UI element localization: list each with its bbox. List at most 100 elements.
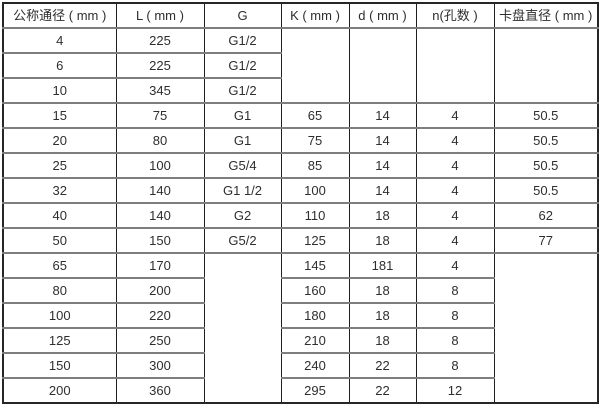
cell-bolt-circle-k: 180 xyxy=(280,302,350,329)
cell-chuck-diameter: 50.5 xyxy=(493,152,599,179)
cell-nominal-diameter: 10 xyxy=(2,77,117,104)
table-row: 65 170 145 181 4 xyxy=(2,252,599,404)
cell-chuck-diameter: 50.5 xyxy=(493,127,599,154)
cell-hole-diameter-d: 14 xyxy=(348,177,417,204)
header-length-l: L ( mm ) xyxy=(115,2,205,29)
table-row: 200 360 295 22 12 xyxy=(2,377,598,404)
cell-length-l: 170 xyxy=(115,252,205,279)
cell-length-l: 250 xyxy=(115,327,205,354)
cell-chuck-merged-empty xyxy=(493,252,599,404)
cell-nominal-diameter: 80 xyxy=(2,277,117,304)
cell-nominal-diameter: 4 xyxy=(2,27,117,54)
cell-length-l: 100 xyxy=(115,152,205,179)
cell-thread-g: G5/2 xyxy=(203,227,282,254)
cell-bolt-circle-k: 125 xyxy=(280,227,350,254)
cell-length-l: 140 xyxy=(115,202,205,229)
cell-hole-count-n: 4 xyxy=(415,152,495,179)
header-chuck-diameter: 卡盘直径 ( mm ) xyxy=(493,2,599,29)
header-nominal-diameter: 公称通径 ( mm ) xyxy=(2,2,117,29)
cell-hole-diameter-d: 18 xyxy=(348,327,417,354)
cell-length-l: 345 xyxy=(115,77,205,104)
cell-chuck-merged-empty xyxy=(493,27,599,104)
cell-chuck-diameter: 77 xyxy=(493,227,599,254)
cell-nominal-diameter: 150 xyxy=(2,352,117,379)
cell-hole-count-n: 4 xyxy=(415,202,495,229)
cell-bolt-circle-k: 295 xyxy=(280,377,350,404)
spec-table: 公称通径 ( mm ) L ( mm ) G K ( mm ) d ( mm )… xyxy=(2,2,599,404)
cell-hole-diameter-d: 18 xyxy=(348,277,417,304)
cell-nominal-diameter: 50 xyxy=(2,227,117,254)
cell-nominal-diameter: 32 xyxy=(2,177,117,204)
cell-g-merged-empty xyxy=(203,252,282,404)
table-row: 6 225 G1/2 xyxy=(2,52,598,79)
cell-nominal-diameter: 15 xyxy=(2,102,117,129)
cell-bolt-circle-k: 145 xyxy=(280,252,350,279)
cell-bolt-circle-k: 110 xyxy=(280,202,350,229)
cell-hole-count-n: 8 xyxy=(415,352,495,379)
cell-thread-g: G1/2 xyxy=(203,52,282,79)
cell-nominal-diameter: 125 xyxy=(2,327,117,354)
table-row: 125 250 210 18 8 xyxy=(2,327,598,354)
table-row: 25 100 G5/4 85 14 4 50.5 xyxy=(2,152,599,179)
table-row: 100 220 180 18 8 xyxy=(2,302,598,329)
cell-thread-g: G2 xyxy=(203,202,282,229)
cell-length-l: 80 xyxy=(115,127,205,154)
cell-bolt-circle-k: 75 xyxy=(280,127,350,154)
cell-hole-diameter-d: 18 xyxy=(348,302,417,329)
cell-bolt-circle-k: 65 xyxy=(280,102,350,129)
cell-thread-g: G5/4 xyxy=(203,152,282,179)
table-row: 50 150 G5/2 125 18 4 77 xyxy=(2,227,599,254)
cell-length-l: 225 xyxy=(115,52,205,79)
table-row: 20 80 G1 75 14 4 50.5 xyxy=(2,127,599,154)
cell-length-l: 200 xyxy=(115,277,205,304)
header-hole-count-n: n(孔数 ) xyxy=(415,2,495,29)
table-row: 4 225 G1/2 xyxy=(2,27,599,104)
cell-chuck-diameter: 62 xyxy=(493,202,599,229)
cell-hole-count-n: 12 xyxy=(415,377,495,404)
cell-nominal-diameter: 100 xyxy=(2,302,117,329)
cell-hole-diameter-d: 22 xyxy=(348,377,417,404)
cell-length-l: 360 xyxy=(115,377,205,404)
cell-bolt-circle-k: 160 xyxy=(280,277,350,304)
cell-length-l: 225 xyxy=(115,27,205,54)
cell-length-l: 140 xyxy=(115,177,205,204)
cell-hole-count-n: 8 xyxy=(415,277,495,304)
cell-thread-g: G1 xyxy=(203,127,282,154)
cell-hole-count-n: 4 xyxy=(415,127,495,154)
cell-hole-count-n: 4 xyxy=(415,102,495,129)
cell-hole-diameter-d: 181 xyxy=(348,252,417,279)
cell-hole-diameter-d: 18 xyxy=(348,227,417,254)
cell-thread-g: G1/2 xyxy=(203,27,282,54)
cell-d-merged-empty xyxy=(348,27,417,104)
cell-hole-count-n: 4 xyxy=(415,177,495,204)
table-row: 80 200 160 18 8 xyxy=(2,277,598,304)
header-bolt-circle-k: K ( mm ) xyxy=(280,2,350,29)
cell-hole-count-n: 8 xyxy=(415,302,495,329)
table-row: 150 300 240 22 8 xyxy=(2,352,598,379)
cell-length-l: 300 xyxy=(115,352,205,379)
cell-hole-diameter-d: 14 xyxy=(348,102,417,129)
table-row: 32 140 G1 1/2 100 14 4 50.5 xyxy=(2,177,599,204)
cell-nominal-diameter: 25 xyxy=(2,152,117,179)
cell-n-merged-empty xyxy=(415,27,495,104)
cell-chuck-diameter: 50.5 xyxy=(493,102,599,129)
cell-hole-count-n: 4 xyxy=(415,227,495,254)
cell-nominal-diameter: 40 xyxy=(2,202,117,229)
header-hole-diameter-d: d ( mm ) xyxy=(348,2,417,29)
cell-nominal-diameter: 20 xyxy=(2,127,117,154)
cell-thread-g: G1 xyxy=(203,102,282,129)
cell-nominal-diameter: 65 xyxy=(2,252,117,279)
header-thread-g: G xyxy=(203,2,282,29)
cell-length-l: 220 xyxy=(115,302,205,329)
table-row: 10 345 G1/2 xyxy=(2,77,598,104)
cell-length-l: 75 xyxy=(115,102,205,129)
cell-bolt-circle-k: 240 xyxy=(280,352,350,379)
cell-k-merged-empty xyxy=(280,27,350,104)
cell-hole-diameter-d: 18 xyxy=(348,202,417,229)
cell-bolt-circle-k: 210 xyxy=(280,327,350,354)
cell-hole-count-n: 4 xyxy=(415,252,495,279)
cell-hole-count-n: 8 xyxy=(415,327,495,354)
header-row: 公称通径 ( mm ) L ( mm ) G K ( mm ) d ( mm )… xyxy=(2,2,599,29)
cell-length-l: 150 xyxy=(115,227,205,254)
cell-hole-diameter-d: 22 xyxy=(348,352,417,379)
